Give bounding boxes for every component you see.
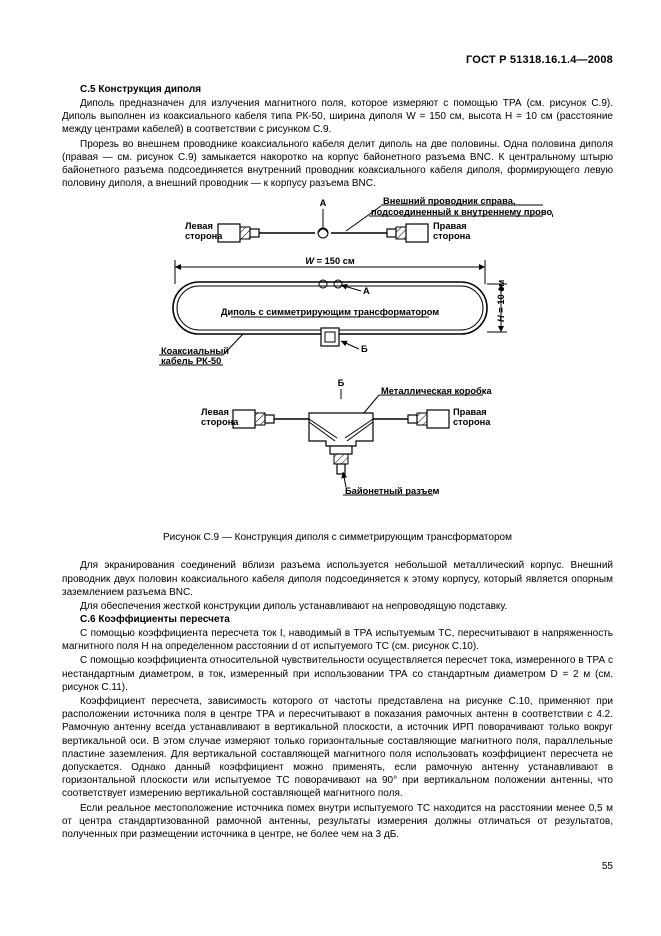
label-B-mid: Б	[361, 344, 368, 354]
dipole-inside-label: Диполь с симметрирующим трансформатором	[220, 307, 438, 317]
c5-p2: Прорезь во внешнем проводнике коаксиальн…	[62, 138, 613, 191]
c5-p4: Для обеспечения жесткой конструкции дипо…	[62, 600, 613, 613]
c6-p2: С помощью коэффициента относительной чув…	[62, 654, 613, 694]
section-c5-title: С.5 Конструкция диполя	[62, 84, 613, 95]
w-dim-label: W = 150 см	[305, 256, 355, 266]
doc-code: ГОСТ Р 51318.16.1.4—2008	[62, 54, 613, 66]
label-A-top: А	[319, 198, 326, 208]
right-side-A-2: сторона	[433, 231, 471, 241]
c6-p1: С помощью коэффициента пересчета ток I, …	[62, 627, 613, 653]
left-side-A-2: сторона	[185, 231, 223, 241]
c6-p3: Коэффициент пересчета, зависимость котор…	[62, 695, 613, 801]
c5-p1: Диполь предназначен для излучения магнит…	[62, 97, 613, 137]
h-dim-label: H = 10 см	[496, 280, 506, 322]
figure-c9-caption: Рисунок С.9 — Конструкция диполя с симме…	[62, 532, 613, 543]
right-side-B-1: Правая	[453, 407, 487, 417]
left-side-B-2: сторона	[201, 417, 239, 427]
page-number: 55	[62, 861, 613, 872]
label-A-mid: А	[363, 286, 370, 296]
c5-p3: Для экранирования соединений вблизи разъ…	[62, 559, 613, 599]
right-side-A-1: Правая	[433, 221, 467, 231]
left-side-B-1: Левая	[201, 407, 229, 417]
section-c6-title: С.6 Коэффициенты пересчета	[62, 614, 613, 625]
left-side-A-1: Левая	[185, 221, 213, 231]
c6-p4: Если реальное местоположение источника п…	[62, 802, 613, 842]
figure-c9: А Внешний проводник справа, подсоединенн…	[62, 194, 613, 543]
right-side-B-2: сторона	[453, 417, 491, 427]
label-B-bot: Б	[337, 378, 344, 388]
